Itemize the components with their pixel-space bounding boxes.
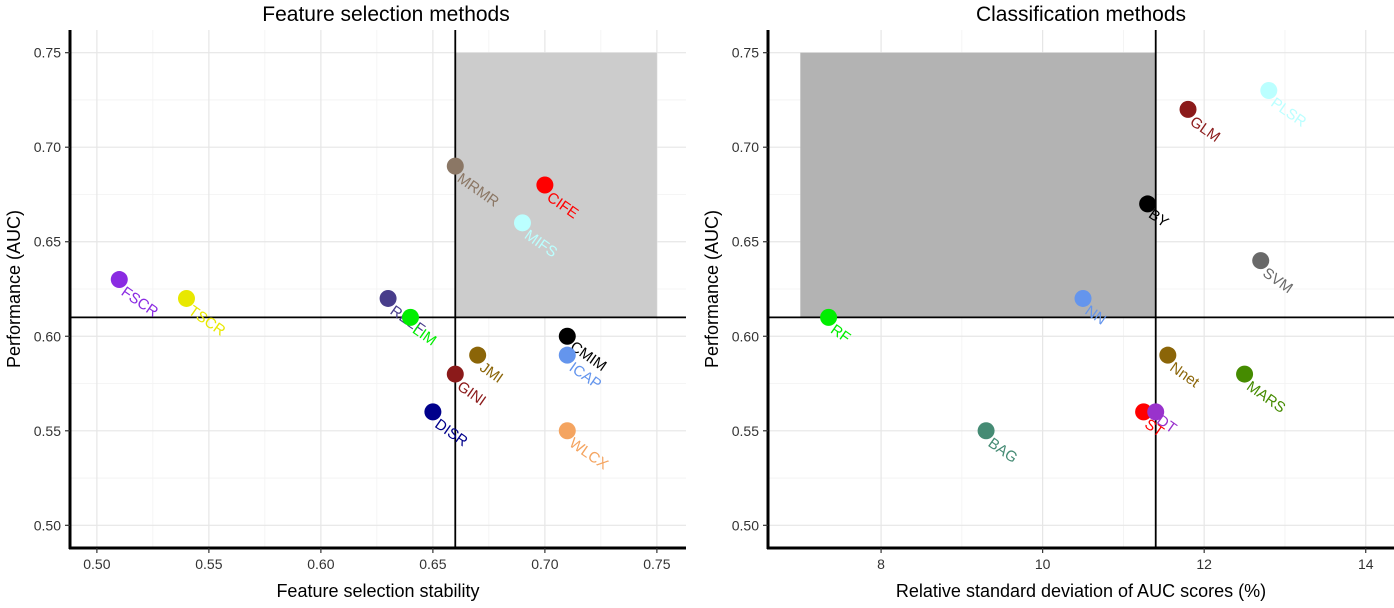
point-st xyxy=(1135,403,1153,421)
classification-chart-title: Classification methods xyxy=(976,3,1186,26)
feature-y-tick-label: 0.60 xyxy=(34,328,61,344)
classification-y-tick-label: 0.50 xyxy=(732,517,759,533)
classification-x-tick-label: 12 xyxy=(1196,556,1212,572)
point-rf xyxy=(820,308,838,326)
point-cife xyxy=(536,176,554,194)
feature-x-tick-label: 0.75 xyxy=(643,556,670,572)
point-mars xyxy=(1236,365,1254,383)
point-nnet xyxy=(1159,346,1177,364)
feature-y-tick-label: 0.50 xyxy=(34,517,61,533)
classification-shaded-region xyxy=(800,52,1156,318)
feature-x-tick-label: 0.50 xyxy=(83,556,110,572)
feature-shaded-region xyxy=(455,52,657,318)
feature-y-axis-label: Performance (AUC) xyxy=(4,210,24,368)
feature-x-tick-label: 0.65 xyxy=(419,556,446,572)
point-glm xyxy=(1179,100,1197,118)
classification-x-tick-label: 8 xyxy=(877,556,885,572)
point-bag xyxy=(977,422,995,440)
classification-x-tick-label: 14 xyxy=(1358,556,1374,572)
feature-chart-title: Feature selection methods xyxy=(262,3,509,26)
point-lim xyxy=(401,308,419,326)
classification-x-axis-label: Relative standard deviation of AUC score… xyxy=(896,581,1266,601)
feature-x-tick-label: 0.55 xyxy=(195,556,222,572)
point-dt xyxy=(1147,403,1165,421)
classification-y-tick-label: 0.60 xyxy=(732,328,759,344)
point-plsr xyxy=(1260,81,1278,99)
point-wlcx xyxy=(558,422,576,440)
feature-x-tick-label: 0.60 xyxy=(307,556,334,572)
feature-x-tick-label: 0.70 xyxy=(531,556,558,572)
point-mrmr xyxy=(446,157,464,175)
classification-y-tick-label: 0.75 xyxy=(732,45,759,61)
feature-x-axis-label: Feature selection stability xyxy=(276,581,479,601)
feature-y-tick-label: 0.65 xyxy=(34,234,61,250)
panel-feature-selection: 0.50 0.55 0.60 0.65 0.70 0.75 0.50 0.55 0.60 0.65… xyxy=(4,3,686,601)
point-nn xyxy=(1074,289,1092,307)
classification-y-axis-label: Performance (AUC) xyxy=(702,210,722,368)
panel-classification: 8 10 12 140.500.550.600.650.700.75PLSRGLMBY… xyxy=(702,3,1394,601)
feature-y-tick-label: 0.55 xyxy=(34,423,61,439)
point-tscr xyxy=(177,289,195,307)
classification-y-tick-label: 0.65 xyxy=(732,234,759,250)
point-mifs xyxy=(513,214,531,232)
point-svm xyxy=(1252,252,1270,270)
feature-y-tick-label: 0.75 xyxy=(34,45,61,61)
classification-y-tick-label: 0.55 xyxy=(732,423,759,439)
point-gini xyxy=(446,365,464,383)
point-disr xyxy=(424,403,442,421)
point-fscr xyxy=(110,271,128,289)
point-cmim xyxy=(558,327,576,345)
point-icap xyxy=(558,346,576,364)
feature-y-tick-label: 0.70 xyxy=(34,139,61,155)
classification-x-tick-label: 10 xyxy=(1035,556,1051,572)
point-jmi xyxy=(469,346,487,364)
classification-y-tick-label: 0.70 xyxy=(732,139,759,155)
point-relf xyxy=(379,289,397,307)
point-by xyxy=(1139,195,1157,213)
